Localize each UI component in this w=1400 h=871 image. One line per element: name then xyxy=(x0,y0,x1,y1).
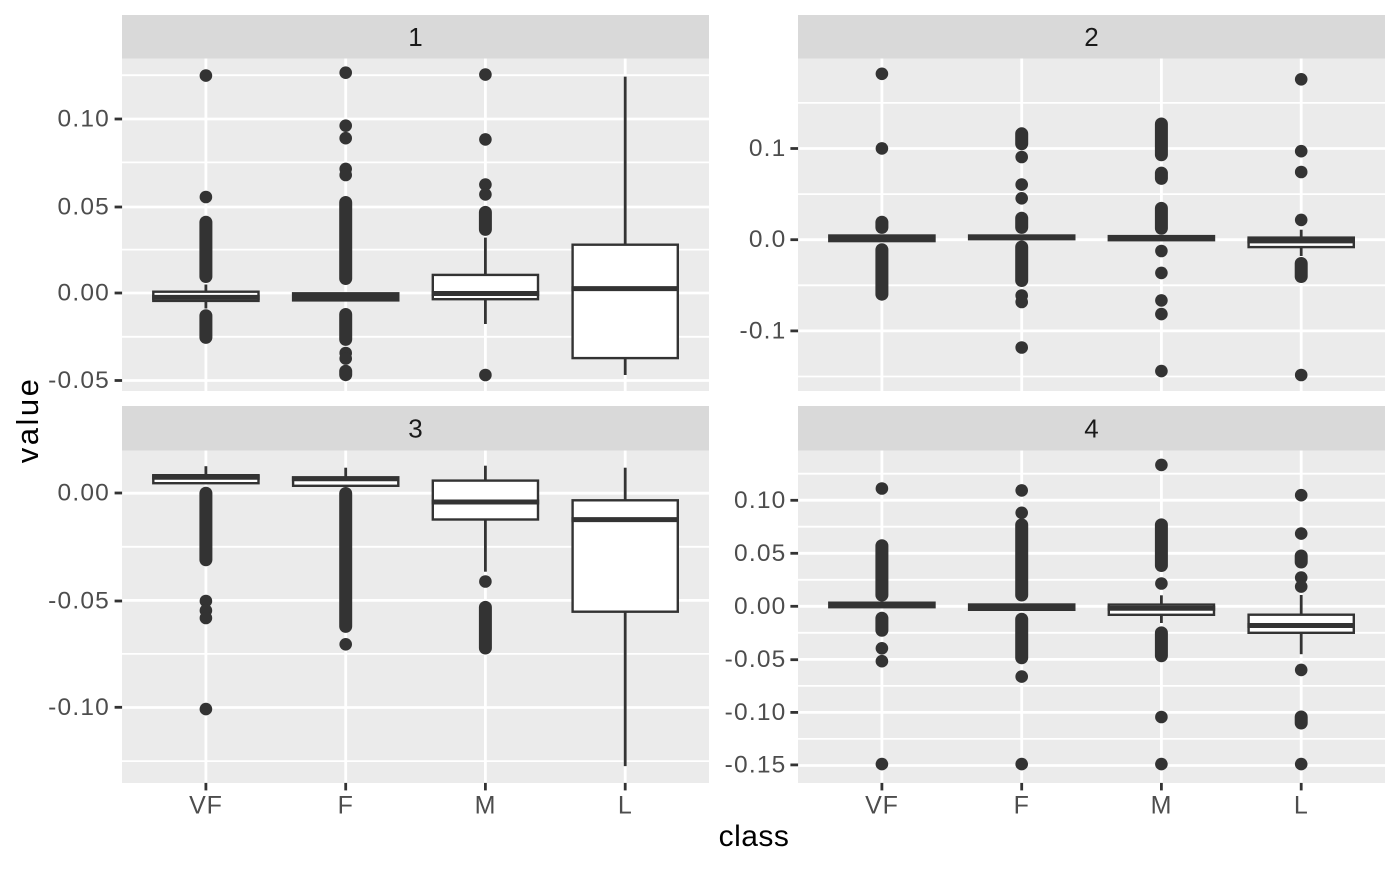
svg-text:1: 1 xyxy=(408,22,422,52)
svg-text:F: F xyxy=(1014,792,1030,820)
svg-text:VF: VF xyxy=(865,792,899,820)
svg-text:0.0: 0.0 xyxy=(749,226,787,253)
svg-text:0.00: 0.00 xyxy=(58,480,110,507)
svg-text:0.05: 0.05 xyxy=(58,194,110,221)
svg-text:-0.10: -0.10 xyxy=(725,699,787,726)
svg-text:-0.05: -0.05 xyxy=(725,646,787,673)
svg-text:4: 4 xyxy=(1084,413,1098,443)
svg-text:L: L xyxy=(1294,792,1309,820)
svg-text:0.10: 0.10 xyxy=(58,106,110,133)
svg-text:0.00: 0.00 xyxy=(734,593,786,620)
svg-text:-0.10: -0.10 xyxy=(48,694,110,721)
svg-text:-0.15: -0.15 xyxy=(725,751,787,778)
svg-text:0.00: 0.00 xyxy=(58,280,110,307)
svg-text:-0.05: -0.05 xyxy=(48,588,110,615)
svg-text:M: M xyxy=(1151,792,1173,820)
svg-text:0.1: 0.1 xyxy=(749,135,787,162)
svg-text:-0.1: -0.1 xyxy=(739,317,786,344)
svg-text:value: value xyxy=(10,377,45,464)
svg-text:3: 3 xyxy=(408,413,422,443)
svg-text:F: F xyxy=(338,792,354,820)
svg-text:-0.05: -0.05 xyxy=(48,367,110,394)
svg-text:VF: VF xyxy=(189,792,223,820)
svg-text:M: M xyxy=(475,792,497,820)
svg-text:0.05: 0.05 xyxy=(734,540,786,567)
svg-text:2: 2 xyxy=(1084,22,1098,52)
svg-text:L: L xyxy=(618,792,633,820)
svg-text:0.10: 0.10 xyxy=(734,487,786,514)
svg-text:class: class xyxy=(719,820,790,853)
